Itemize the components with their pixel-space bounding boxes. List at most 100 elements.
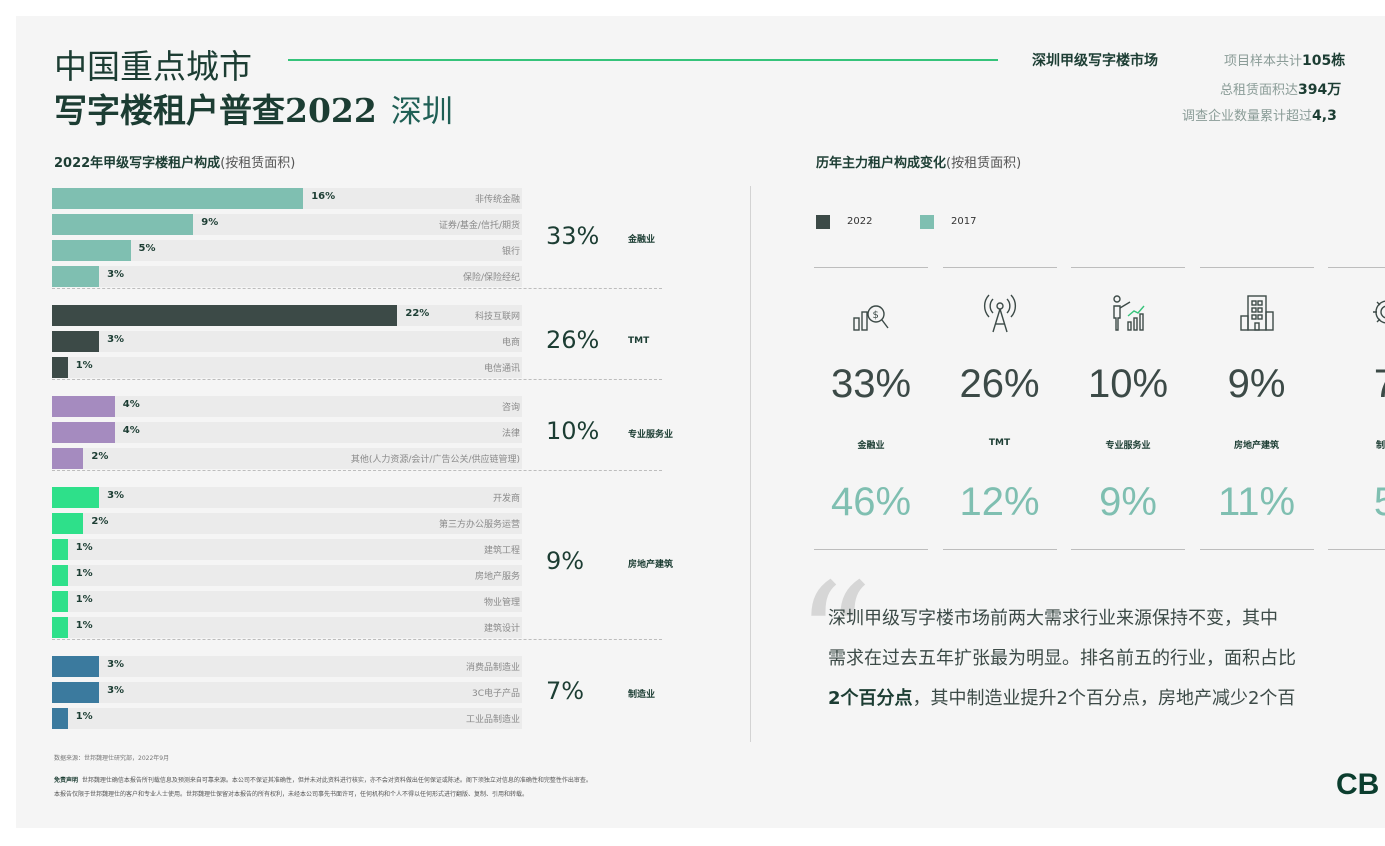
bar <box>52 331 100 352</box>
legend-label-2017: 2017 <box>951 216 977 227</box>
bar-value-label: 4% <box>122 425 140 436</box>
bar-row: 3% 保险/保险经纪 <box>52 266 522 287</box>
bar-category-label: 保险/保险经纪 <box>462 273 520 283</box>
column-top-rule <box>1071 267 1185 268</box>
group-name: 制造业 <box>628 689 656 700</box>
industry-name: 制造 <box>1375 441 1385 451</box>
report-title-main: 写字楼租户普查2022 <box>54 91 377 130</box>
bar-row: 16% 非传统金融 <box>52 188 522 209</box>
value-2022: 26% <box>959 362 1040 406</box>
bar-category-label: 第三方办公服务运营 <box>438 520 520 530</box>
value-2017: 46% <box>830 480 912 524</box>
legend-swatch-2022 <box>816 215 830 229</box>
bar-row: 1% 建筑设计 <box>52 617 522 638</box>
industry-name: 专业服务业 <box>1105 441 1151 451</box>
bar-category-label: 工业品制造业 <box>465 715 520 725</box>
bar <box>52 591 68 612</box>
bar-value-label: 3% <box>107 269 125 280</box>
group-separator <box>52 639 662 640</box>
bar-row: 2% 其他(人力资源/会计/广告公关/供应链管理) <box>52 448 522 469</box>
bar-value-label: 3% <box>107 334 125 345</box>
value-2017: 11% <box>1217 480 1296 524</box>
company-logo: CB <box>1336 768 1380 801</box>
finance-chart-icon: $ <box>851 292 891 336</box>
bar <box>52 396 115 417</box>
legend-label-2022: 2022 <box>847 216 873 227</box>
value-2017: 5 <box>1328 480 1385 525</box>
bar-value-label: 3% <box>107 490 125 501</box>
group-total: 7% <box>546 676 585 705</box>
bar-category-label: 其他(人力资源/会计/广告公关/供应链管理) <box>350 455 520 465</box>
bar-category-label: 房地产服务 <box>474 572 520 582</box>
bar-category-label: 建筑工程 <box>483 546 520 556</box>
industry-name: 金融业 <box>857 441 885 451</box>
bar-row: 3% 3C电子产品 <box>52 682 522 703</box>
bar-category-label: 科技互联网 <box>474 312 520 322</box>
stat-sample-count: 项目样本共计105栋 <box>1224 53 1346 69</box>
column-bottom-rule <box>1071 549 1185 550</box>
group-total: 10% <box>546 416 600 445</box>
data-source: 数据来源：世邦魏理仕研究部，2022年9月 <box>54 755 170 762</box>
value-2017: 9% <box>1099 480 1157 524</box>
bar-row: 4% 法律 <box>52 422 522 443</box>
bar <box>52 487 100 508</box>
group-separator <box>52 379 662 380</box>
bar-category-label: 3C电子产品 <box>471 689 520 699</box>
quote-mark: “ <box>796 552 873 726</box>
group-separator <box>52 288 662 289</box>
bar-category-label: 法律 <box>501 429 520 439</box>
bar-value-label: 5% <box>138 243 156 254</box>
group-total: 33% <box>546 221 600 250</box>
group-name: 专业服务业 <box>628 429 674 440</box>
column-bottom-rule <box>1199 549 1314 550</box>
group-name: TMT <box>628 335 650 346</box>
bar-row: 3% 开发商 <box>52 487 522 508</box>
bar-category-label: 消费品制造业 <box>465 663 520 673</box>
column-bottom-rule <box>814 549 928 550</box>
bar-value-label: 9% <box>201 217 219 228</box>
bar-row: 3% 电商 <box>52 331 522 352</box>
gear-icon <box>1365 292 1385 336</box>
bar <box>52 422 115 443</box>
quote-line-3: 2个百分点，其中制造业提升2个百分点，房地产减少2个百 <box>828 688 1296 709</box>
bar-value-label: 1% <box>75 360 93 371</box>
bar <box>52 539 68 560</box>
group-total: 26% <box>546 325 600 354</box>
disclaimer-line-2: 本报告仅限于世邦魏理仕的客户和专业人士使用。世邦魏理仕保留对本报告的所有权利，未… <box>54 791 529 798</box>
bar-row: 4% 咨询 <box>52 396 522 417</box>
bar <box>52 188 304 209</box>
disclaimer-line-1: 免责声明 世邦魏理仕确信本报告所刊载信息及预测来自可靠来源。本公司不保证其准确性… <box>54 777 592 784</box>
group-name: 房地产建筑 <box>628 559 674 570</box>
bar <box>52 513 84 534</box>
column-top-rule <box>814 267 928 268</box>
bar <box>52 682 100 703</box>
bar-value-label: 3% <box>107 685 125 696</box>
bar <box>52 214 194 235</box>
bar-row: 1% 建筑工程 <box>52 539 522 560</box>
bar-category-label: 证券/基金/信托/期货 <box>438 221 520 231</box>
bar-value-label: 3% <box>107 659 125 670</box>
bar-category-label: 电商 <box>501 338 520 348</box>
bar-row: 5% 银行 <box>52 240 522 261</box>
group-name: 金融业 <box>628 234 656 245</box>
stat-total-area: 总租赁面积达394万 <box>1220 82 1342 98</box>
value-2017: 12% <box>959 480 1040 524</box>
signal-tower-icon <box>980 292 1020 336</box>
report-title-line2: 写字楼租户普查2022 深圳 <box>54 84 453 132</box>
quote-line-2: 需求在过去五年扩张最为明显。排名前五的行业，面积占比 <box>828 648 1296 669</box>
bar-row: 1% 房地产服务 <box>52 565 522 586</box>
bar-row: 3% 消费品制造业 <box>52 656 522 677</box>
column-top-rule <box>1328 267 1385 268</box>
bar <box>52 448 84 469</box>
value-2022: 33% <box>830 362 912 406</box>
bar-value-label: 1% <box>75 594 93 605</box>
group-total: 9% <box>546 546 585 575</box>
bar-value-label: 1% <box>75 711 93 722</box>
svg-text:$: $ <box>873 310 879 321</box>
market-label: 深圳甲级写字楼市场 <box>1032 53 1158 69</box>
bar <box>52 305 398 326</box>
bar-value-label: 2% <box>91 516 109 527</box>
industry-name: TMT <box>988 438 1011 448</box>
value-2022: 7 <box>1328 362 1385 407</box>
bar-value-label: 22% <box>405 308 430 319</box>
